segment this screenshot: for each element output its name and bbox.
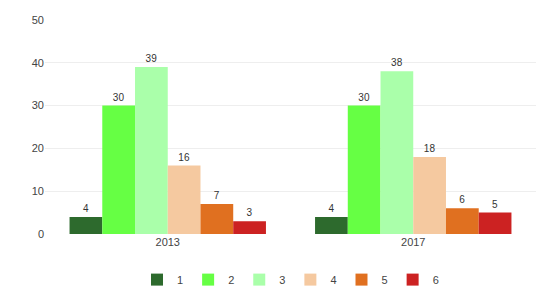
- svg-text:7: 7: [214, 190, 220, 201]
- svg-text:2013: 2013: [156, 236, 180, 248]
- svg-text:50: 50: [32, 14, 44, 26]
- svg-text:38: 38: [391, 57, 403, 68]
- svg-text:3: 3: [279, 274, 285, 286]
- svg-text:1: 1: [177, 274, 183, 286]
- svg-text:2: 2: [228, 274, 234, 286]
- svg-text:5: 5: [382, 274, 388, 286]
- svg-text:3: 3: [247, 207, 253, 218]
- svg-text:4: 4: [328, 203, 334, 214]
- svg-text:40: 40: [32, 57, 44, 69]
- svg-text:4: 4: [330, 274, 336, 286]
- svg-text:4: 4: [83, 203, 89, 214]
- svg-text:16: 16: [178, 152, 190, 163]
- svg-text:2017: 2017: [401, 236, 425, 248]
- svg-text:0: 0: [38, 228, 44, 240]
- svg-text:20: 20: [32, 142, 44, 154]
- svg-text:5: 5: [492, 199, 498, 210]
- svg-text:30: 30: [32, 99, 44, 111]
- svg-text:30: 30: [358, 92, 370, 103]
- svg-text:10: 10: [32, 185, 44, 197]
- svg-text:30: 30: [113, 92, 125, 103]
- svg-text:39: 39: [146, 53, 158, 64]
- svg-text:18: 18: [424, 143, 436, 154]
- svg-text:6: 6: [433, 274, 439, 286]
- svg-text:6: 6: [459, 194, 465, 205]
